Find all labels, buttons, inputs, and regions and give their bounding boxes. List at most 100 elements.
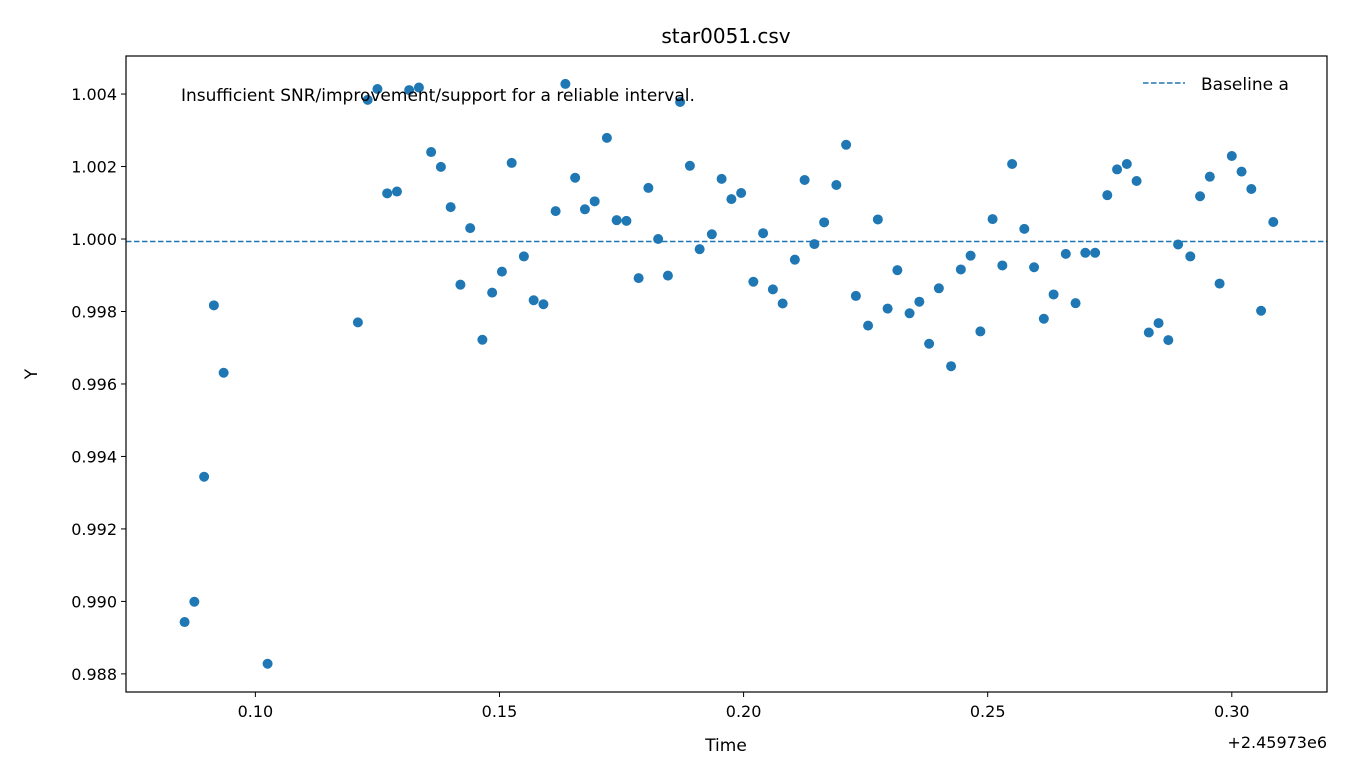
data-point: [362, 94, 373, 105]
chart-title: star0051.csv: [661, 24, 790, 48]
data-point: [506, 157, 517, 168]
y-tick-label: 0.996: [71, 375, 117, 394]
data-point: [391, 186, 402, 197]
data-point: [914, 296, 925, 307]
data-point: [799, 174, 810, 185]
data-point: [924, 338, 935, 349]
y-axis-label: Y: [22, 368, 42, 380]
data-point: [199, 471, 210, 482]
data-point: [819, 217, 830, 228]
y-tick-label: 0.998: [71, 302, 117, 321]
data-point: [777, 298, 788, 309]
data-point: [1102, 190, 1113, 201]
data-point: [1173, 239, 1184, 250]
data-point: [1060, 248, 1071, 259]
data-point: [675, 97, 686, 108]
data-point: [426, 147, 437, 158]
data-point: [726, 194, 737, 205]
legend-label-baseline: Baseline a: [1201, 75, 1289, 95]
x-tick-label: 0.20: [726, 702, 762, 721]
data-point: [736, 187, 747, 198]
data-point: [904, 308, 915, 319]
data-point: [179, 617, 190, 628]
data-point: [1163, 335, 1174, 346]
data-point: [997, 260, 1008, 271]
data-point: [560, 78, 571, 89]
data-point: [892, 265, 903, 276]
data-point: [1080, 247, 1091, 258]
data-point: [1038, 313, 1049, 324]
data-point: [653, 234, 664, 245]
y-tick-label: 1.004: [71, 85, 117, 104]
data-point: [352, 317, 363, 328]
data-point: [1256, 305, 1267, 316]
data-point: [955, 264, 966, 275]
data-point: [933, 283, 944, 294]
data-point: [262, 658, 273, 669]
y-tick-label: 0.992: [71, 520, 117, 539]
data-point: [1226, 151, 1237, 162]
data-point: [1204, 171, 1215, 182]
data-point: [1143, 327, 1154, 338]
data-point: [716, 173, 727, 184]
annotation-text: Insufficient SNR/improvement/support for…: [181, 86, 695, 106]
data-point: [413, 82, 424, 93]
data-point: [550, 206, 561, 217]
data-point: [662, 270, 673, 281]
data-point: [1048, 289, 1059, 300]
data-point: [1121, 158, 1132, 169]
data-point: [1131, 176, 1142, 187]
data-point: [621, 215, 632, 226]
data-point: [528, 295, 539, 306]
y-tick-label: 0.990: [71, 592, 117, 611]
data-point: [633, 273, 644, 284]
data-point: [706, 229, 717, 240]
data-point: [863, 320, 874, 331]
data-point: [872, 214, 883, 225]
data-point: [748, 276, 759, 287]
data-point: [382, 188, 393, 199]
data-point: [882, 303, 893, 314]
data-point: [611, 215, 622, 226]
data-point: [1070, 298, 1081, 309]
data-point: [1246, 183, 1257, 194]
data-point: [684, 160, 695, 171]
data-point: [850, 290, 861, 301]
data-point: [1268, 216, 1279, 227]
data-point: [1195, 191, 1206, 202]
plot-frame: [125, 55, 1328, 693]
data-point: [1153, 318, 1164, 329]
data-point: [975, 326, 986, 337]
data-point: [1029, 262, 1040, 273]
y-tick-label: 0.994: [71, 447, 117, 466]
y-tick-label: 1.002: [71, 158, 117, 177]
data-point: [589, 196, 600, 207]
data-point: [189, 596, 200, 607]
data-point: [1185, 251, 1196, 262]
y-tick-label: 0.988: [71, 665, 117, 684]
data-point: [1112, 164, 1123, 175]
data-point: [208, 300, 219, 311]
x-tick-label: 0.15: [482, 702, 518, 721]
data-point: [1236, 166, 1247, 177]
data-point: [789, 254, 800, 265]
x-tick-label: 0.10: [238, 702, 274, 721]
data-point: [1090, 247, 1101, 258]
data-point: [758, 228, 769, 239]
data-point: [601, 132, 612, 143]
data-point: [496, 266, 507, 277]
data-point: [1214, 278, 1225, 289]
x-tick-label: 0.25: [970, 702, 1006, 721]
data-point: [946, 361, 957, 372]
data-point: [694, 244, 705, 255]
data-point: [579, 204, 590, 215]
data-point: [987, 214, 998, 225]
data-point: [435, 161, 446, 172]
x-axis-label: Time: [704, 736, 747, 756]
data-point: [218, 367, 229, 378]
data-points: [179, 78, 1279, 669]
data-point: [1007, 158, 1018, 169]
data-point: [455, 279, 466, 290]
